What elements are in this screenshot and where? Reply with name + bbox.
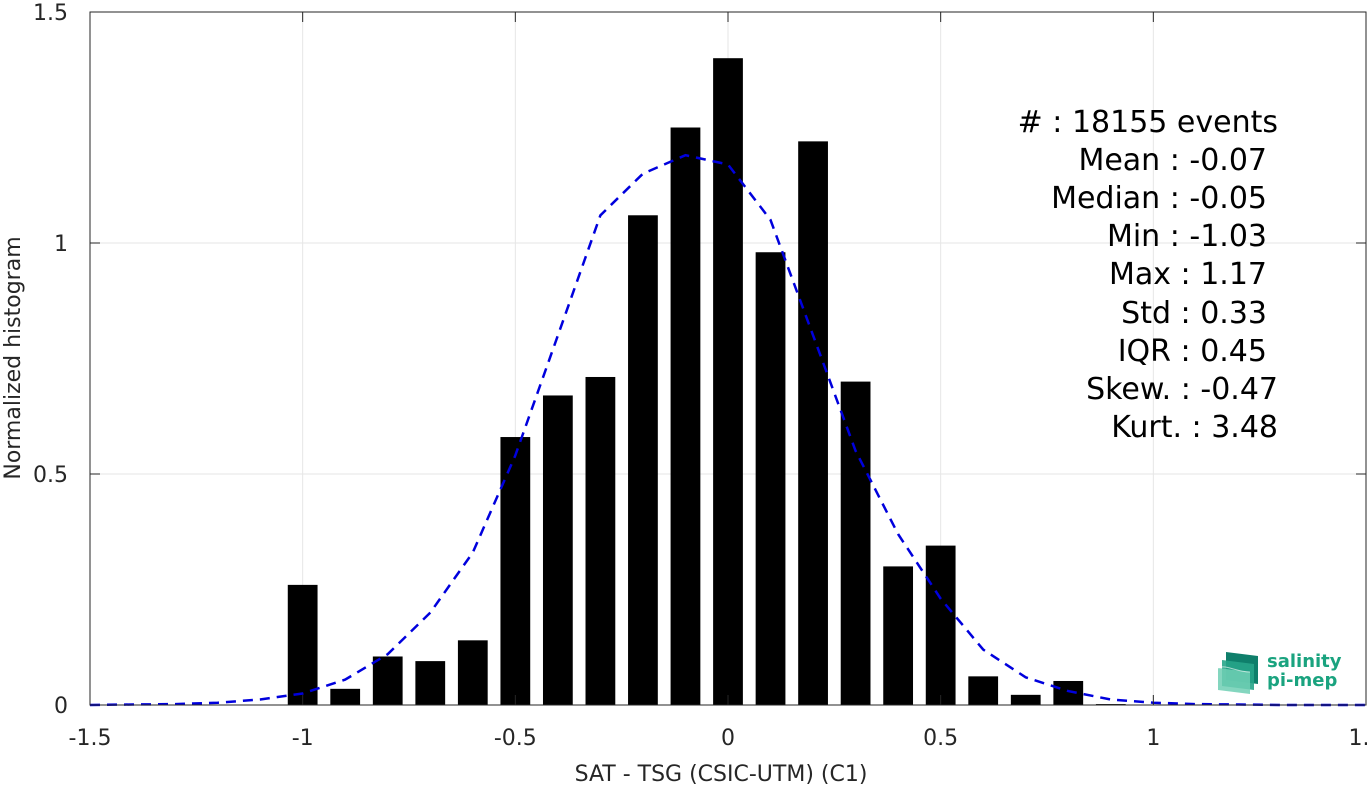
x-tick-label: 0 xyxy=(721,726,735,751)
x-axis-title: SAT - TSG (CSIC-UTM) (C1) xyxy=(575,762,868,785)
histogram-bar xyxy=(968,676,999,705)
histogram-bar xyxy=(670,127,701,705)
histogram-bar xyxy=(457,640,488,705)
stats-std: Std : 0.33 xyxy=(1121,296,1267,331)
histogram-bar xyxy=(883,566,914,705)
y-tick-label: 0.5 xyxy=(33,463,68,488)
y-tick-label: 1.5 xyxy=(33,1,68,26)
axes xyxy=(89,11,1367,706)
y-tick-label: 0 xyxy=(54,694,68,719)
histogram-bar xyxy=(840,381,871,705)
histogram-bar xyxy=(628,215,658,705)
x-tick-label: 1.5 xyxy=(1349,726,1367,751)
histogram-bar xyxy=(585,376,616,705)
stats-mean: Mean : -0.07 xyxy=(1078,143,1267,178)
stats-median: Median : -0.05 xyxy=(1051,181,1267,216)
x-tick-label: -0.5 xyxy=(494,726,537,751)
salinity-pimep-logo: salinity pi-mep xyxy=(1217,651,1342,694)
histogram-bar xyxy=(925,545,956,705)
histogram-bar xyxy=(500,437,531,705)
x-tick-label: 0.5 xyxy=(923,726,958,751)
stats-iqr: IQR : 0.45 xyxy=(1118,334,1267,369)
y-tick-labels: 0 0.5 1 1.5 xyxy=(33,1,68,719)
y-tick-label: 1 xyxy=(54,232,68,257)
y-axis-title: Normalized histogram xyxy=(1,236,26,479)
x-tick-labels: -1.5 -1 -0.5 0 0.5 1 1.5 xyxy=(69,726,1367,751)
histogram-bar xyxy=(798,141,828,706)
stats-max: Max : 1.17 xyxy=(1109,257,1267,292)
histogram-bar xyxy=(542,395,573,705)
stats-skew: Skew. : -0.47 xyxy=(1086,372,1278,407)
stats-kurt: Kurt. : 3.48 xyxy=(1111,410,1278,445)
histogram-bar xyxy=(330,688,361,705)
histogram-bar xyxy=(755,252,786,706)
stats-count: # : 18155 events xyxy=(1018,105,1278,140)
x-tick-label: -1.5 xyxy=(69,726,112,751)
logo-emblem-icon xyxy=(1217,652,1258,694)
x-tick-label: -1 xyxy=(292,726,314,751)
histogram-bar xyxy=(372,656,403,705)
histogram-bar xyxy=(287,584,318,705)
histogram-bars xyxy=(287,58,1126,706)
logo-text-line2: pi-mep xyxy=(1267,670,1337,691)
histogram-bar xyxy=(1053,680,1084,705)
histogram-bar xyxy=(1010,694,1041,705)
stats-annotation: # : 18155 events Mean : -0.07 Median : -… xyxy=(1018,105,1278,445)
x-tick-label: 1 xyxy=(1146,726,1160,751)
histogram-bar xyxy=(415,661,446,705)
stats-min: Min : -1.03 xyxy=(1107,219,1267,254)
histogram-bar xyxy=(713,58,743,705)
logo-text-line1: salinity xyxy=(1267,651,1342,672)
